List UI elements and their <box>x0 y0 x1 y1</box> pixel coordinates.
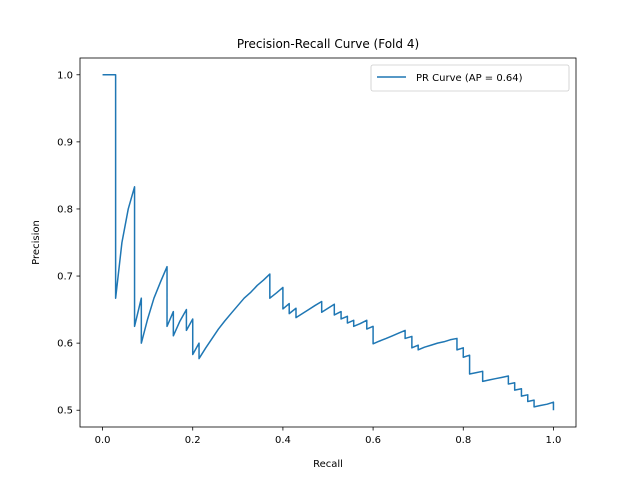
plot-border <box>79 57 577 428</box>
x-axis-label: Recall <box>313 459 343 470</box>
x-tick-label: 0.0 <box>95 435 111 446</box>
y-tick-label: 0.8 <box>57 204 73 215</box>
y-tick-label: 0.5 <box>57 406 73 417</box>
y-axis-label: Precision <box>31 220 42 265</box>
y-tick-label: 0.9 <box>57 137 73 148</box>
plot-area <box>80 58 576 427</box>
x-tick-label: 0.8 <box>455 435 471 446</box>
y-tick-label: 0.6 <box>57 339 73 350</box>
chart-title: Precision-Recall Curve (Fold 4) <box>237 37 419 51</box>
y-tick-label: 0.7 <box>57 272 73 283</box>
legend-box <box>370 64 570 92</box>
legend: PR Curve (AP = 0.64) <box>370 64 570 92</box>
x-tick-label: 0.6 <box>365 435 381 446</box>
x-tick-label: 0.4 <box>275 435 291 446</box>
legend-label: PR Curve (AP = 0.64) <box>416 73 523 84</box>
pr-curve-line <box>102 74 555 411</box>
series-layer <box>102 74 555 411</box>
y-tick-label: 1.0 <box>57 70 73 81</box>
axis-ticks: 0.0 0.2 0.4 0.6 0.8 1.0 0.5 0.6 0.7 0.8 0.9 1.0 <box>57 70 561 446</box>
x-tick-label: 1.0 <box>546 435 562 446</box>
x-tick-label: 0.2 <box>185 435 201 446</box>
